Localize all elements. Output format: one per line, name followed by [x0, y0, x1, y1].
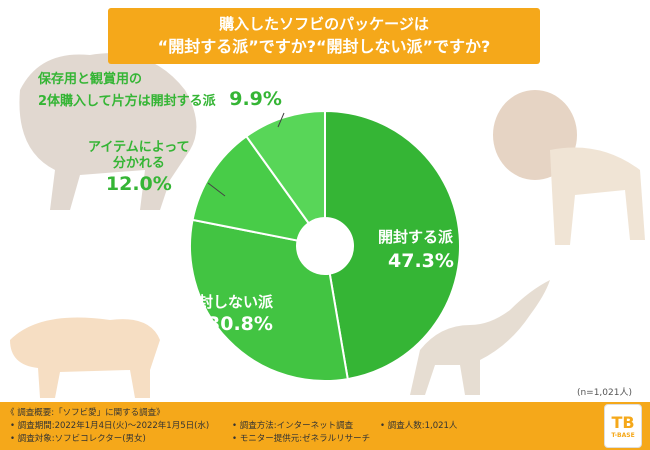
slice-value-mikaifu: 30.8%: [207, 313, 273, 335]
slice-item: [191, 134, 311, 242]
slice-value-both: 9.9%: [229, 87, 282, 110]
survey-respondents: • 調査人数:1,021人: [380, 421, 458, 431]
slice-label-kaifu: 開封する派 47.3%: [378, 228, 454, 273]
slice-kaifu: [324, 109, 461, 381]
slice-value-item: 12.0%: [105, 173, 172, 196]
survey-title: 《 調査概要:「ソフビ愛」に関する調査》: [6, 408, 165, 418]
slice-label-item: アイテムによって 分かれる 12.0%: [88, 140, 190, 196]
slice-label-item-line1: アイテムによって: [88, 140, 190, 155]
survey-method: • 調査方法:インターネット調査: [232, 421, 354, 431]
survey-provider: • モニター提供元:ゼネラルリサーチ: [232, 434, 371, 444]
lion-illustration: [493, 90, 645, 245]
slice-label-mikaifu: 開封しない派 30.8%: [183, 293, 273, 336]
chart-title: 購入したソフビのパッケージは “開封する派”ですか?“開封しない派”ですか?: [108, 8, 540, 64]
tiger-illustration: [10, 317, 160, 398]
slice-label-item-line2: 分かれる: [112, 155, 165, 171]
logo-text: T-BASE: [611, 431, 635, 439]
logo-mark-icon: TB: [611, 412, 635, 432]
slice-value-kaifu: 47.3%: [388, 250, 454, 272]
slice-label-both-line2: 2体購入して片方は開封する派: [38, 93, 216, 109]
slice-label-both: 保存用と観賞用の 2体購入して片方は開封する派 9.9%: [38, 72, 282, 110]
slice-label-mikaifu-text: 開封しない派: [183, 293, 274, 311]
survey-footer: 《 調査概要:「ソフビ愛」に関する調査》 • 調査期間:2022年1月4日(火)…: [0, 402, 650, 450]
title-line-2: “開封する派”ですか?“開封しない派”ですか?: [157, 37, 491, 56]
survey-target: • 調査対象:ソフビコレクター(男女): [10, 434, 146, 444]
leader-line-both: [277, 112, 285, 128]
leader-line-item: [207, 182, 226, 197]
slice-label-kaifu-text: 開封する派: [378, 228, 454, 246]
slice-both: [244, 109, 326, 225]
bear-illustration: [19, 53, 197, 210]
tbase-logo: TB T-BASE: [604, 404, 642, 448]
slice-label-both-line1: 保存用と観賞用の: [38, 72, 143, 87]
slice-mikaifu: [189, 218, 349, 382]
survey-period: • 調査期間:2022年1月4日(火)〜2022年1月5日(水): [10, 421, 210, 431]
dinosaur-illustration: [410, 280, 550, 395]
title-line-1: 購入したソフビのパッケージは: [219, 15, 429, 33]
sample-size-note: (n=1,021人): [576, 388, 632, 398]
